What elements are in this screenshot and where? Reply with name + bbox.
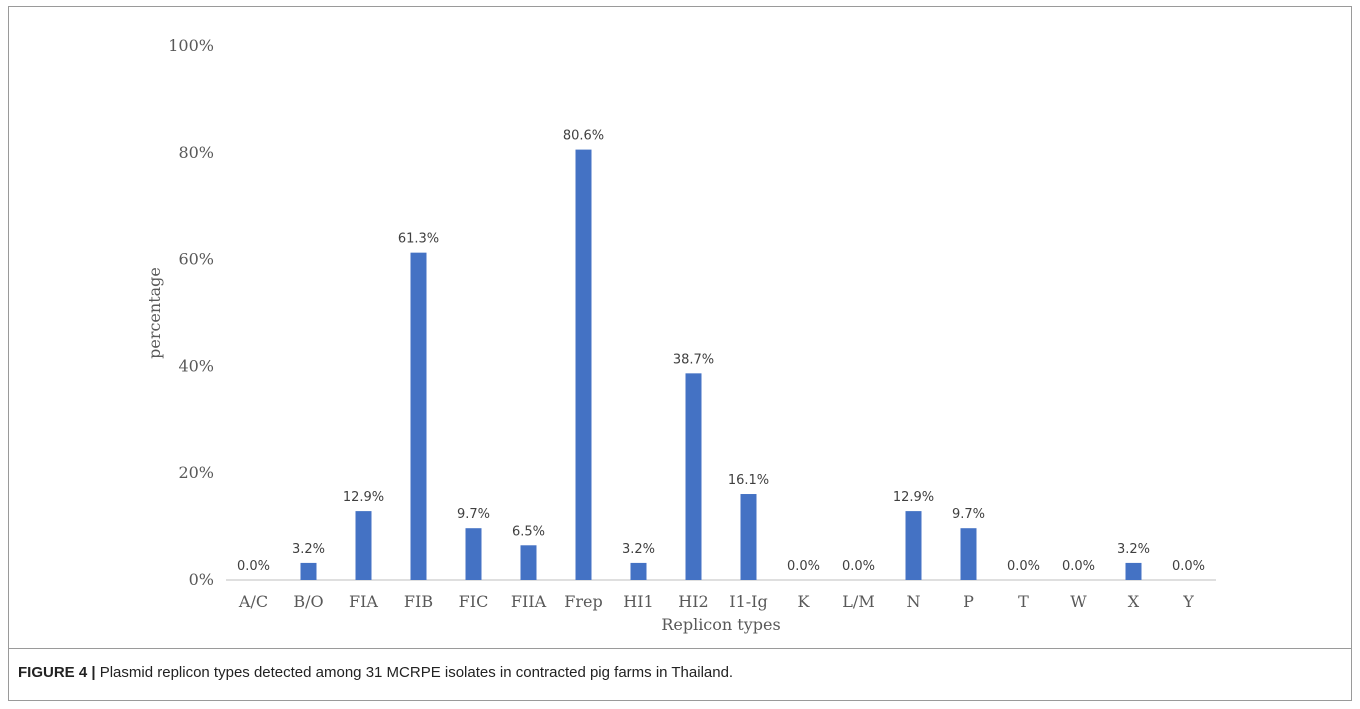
y-tick-label: 80%: [178, 143, 214, 162]
data-label: 80.6%: [563, 129, 604, 144]
data-label: 38.7%: [673, 352, 714, 367]
data-label: 3.2%: [622, 542, 655, 557]
data-label: 0.0%: [1007, 559, 1040, 574]
data-label: 6.5%: [512, 524, 545, 539]
x-tick-label: A/C: [238, 592, 268, 611]
bar: [300, 562, 317, 580]
y-tick-label: 20%: [178, 463, 214, 482]
bars-group: [300, 149, 1142, 580]
bar: [465, 528, 482, 580]
data-label: 0.0%: [1172, 559, 1205, 574]
x-tick-label: X: [1128, 592, 1140, 611]
figure-frame: [8, 6, 1352, 701]
data-label: 12.9%: [343, 490, 384, 505]
bar: [355, 511, 372, 580]
x-tick-label: FIIA: [511, 592, 547, 611]
bar: [960, 528, 977, 580]
y-tick-label: 60%: [178, 250, 214, 269]
x-tick-label: Frep: [564, 592, 602, 611]
figure-label: FIGURE 4 |: [18, 664, 96, 681]
data-label: 0.0%: [842, 559, 875, 574]
data-label: 9.7%: [952, 507, 985, 522]
data-label: 12.9%: [893, 490, 934, 505]
bar: [685, 373, 702, 580]
data-label: 9.7%: [457, 507, 490, 522]
x-tick-label: K: [798, 592, 811, 611]
data-label: 0.0%: [787, 559, 820, 574]
data-label: 16.1%: [728, 473, 769, 488]
y-tick-label: 0%: [189, 570, 214, 589]
data-label: 3.2%: [292, 542, 325, 557]
x-tick-label: L/M: [842, 592, 874, 611]
bar: [630, 562, 647, 580]
data-label: 0.0%: [1062, 559, 1095, 574]
y-tick-label: 100%: [168, 36, 214, 55]
y-tick-label: 40%: [178, 356, 214, 375]
x-tick-label: N: [907, 592, 921, 611]
bar: [1125, 562, 1142, 580]
data-label: 3.2%: [1117, 542, 1150, 557]
y-axis-title: percentage: [145, 267, 164, 359]
x-tick-label: I1-Ig: [729, 592, 767, 611]
bar: [575, 149, 592, 580]
x-tick-label: B/O: [293, 592, 323, 611]
x-axis-ticks: A/C B/O FIA FIB FIC FIIA Frep HI1 HI2 I1-Ig K L/M N P…: [238, 592, 1194, 611]
bar: [410, 252, 427, 580]
figure-caption: FIGURE 4 | Plasmid replicon types detect…: [18, 664, 1338, 681]
x-tick-label: T: [1018, 592, 1029, 611]
x-tick-label: Y: [1182, 592, 1194, 611]
x-tick-label: FIC: [459, 592, 489, 611]
y-axis-ticks: 0% 20% 40% 60% 80% 100%: [168, 36, 214, 589]
x-tick-label: HI1: [623, 592, 653, 611]
caption-divider: [9, 648, 1351, 649]
x-tick-label: P: [963, 592, 974, 611]
data-labels-group: 0.0% 3.2% 12.9% 61.3% 9.7% 6.5% 80.6% 3.2% 38.7%…: [237, 129, 1205, 574]
data-label: 61.3%: [398, 232, 439, 247]
bar: [520, 545, 537, 580]
data-label: 0.0%: [237, 559, 270, 574]
x-tick-label: FIB: [404, 592, 433, 611]
x-tick-label: W: [1070, 592, 1087, 611]
bar: [905, 511, 922, 580]
x-axis-title: Replicon types: [661, 615, 780, 634]
bar: [740, 494, 757, 580]
x-tick-label: HI2: [678, 592, 708, 611]
caption-text: Plasmid replicon types detected among 31…: [95, 664, 734, 681]
x-tick-label: FIA: [349, 592, 378, 611]
